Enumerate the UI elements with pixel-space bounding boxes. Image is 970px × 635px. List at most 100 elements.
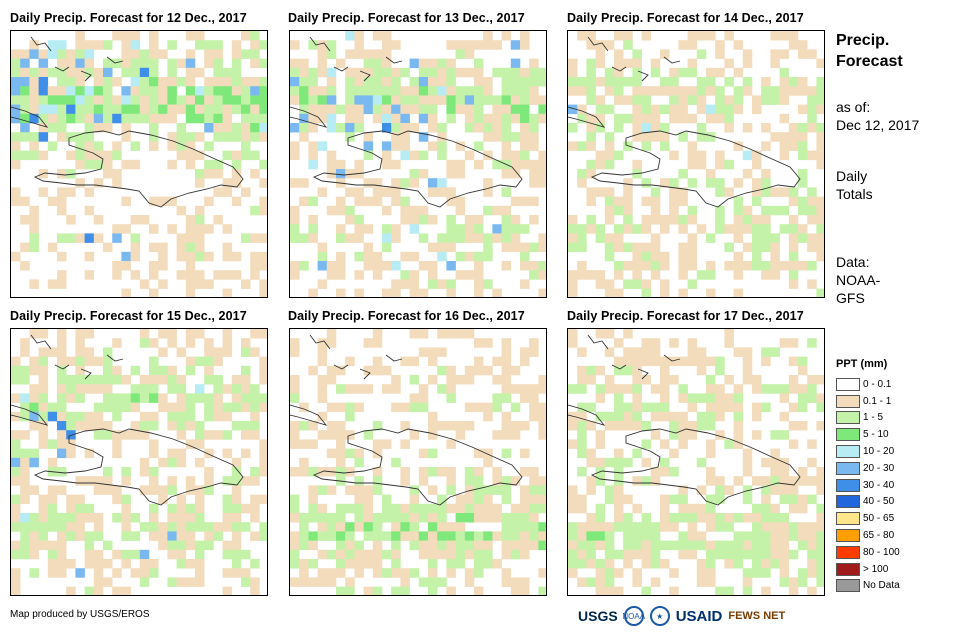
precip-cell: [121, 531, 131, 541]
precip-cell: [687, 95, 698, 105]
precip-cell: [222, 347, 233, 357]
precip-cell: [706, 568, 716, 578]
precip-cell: [204, 402, 214, 413]
precip-cell: [167, 95, 177, 105]
precip-cell: [418, 215, 429, 225]
precip-cell: [185, 503, 196, 514]
precip-cell: [733, 233, 744, 243]
precip-cell: [372, 439, 383, 449]
precip-cell: [733, 95, 744, 105]
precip-cell: [382, 549, 392, 560]
precip-cell: [742, 513, 753, 523]
precip-cell: [103, 467, 113, 477]
precip-cell: [57, 86, 67, 96]
precip-cell: [149, 270, 159, 280]
precip-cell: [687, 261, 698, 271]
precip-cell: [474, 270, 484, 280]
precip-cell: [204, 347, 214, 357]
precip-cell: [669, 494, 679, 505]
precip-cell: [317, 113, 328, 124]
precip-cell: [75, 513, 85, 523]
precip-cell: [231, 104, 242, 115]
precip-cell: [779, 261, 790, 271]
precip-cell: [669, 187, 679, 197]
precip-cell: [259, 86, 267, 96]
precip-cell: [623, 224, 633, 234]
precip-cell: [501, 205, 512, 216]
precip-cell: [222, 338, 233, 348]
precip-cell: [455, 375, 466, 385]
precip-cell: [418, 205, 429, 216]
precip-cell: [428, 559, 438, 569]
precip-cell: [538, 476, 546, 486]
precip-cell: [84, 67, 95, 78]
precip-cell: [139, 522, 150, 532]
precip-cell: [29, 513, 39, 523]
precip-cell: [678, 356, 688, 367]
precip-cell: [38, 430, 49, 440]
precip-cell: [382, 439, 392, 449]
precip-cell: [112, 261, 122, 271]
precip-cell: [354, 503, 364, 514]
precip-cell: [568, 522, 578, 532]
precip-cell: [632, 568, 642, 578]
precip-cell: [501, 347, 512, 357]
precip-cell: [510, 522, 521, 532]
precip-cell: [492, 513, 502, 523]
precip-cell: [158, 242, 168, 253]
precip-cell: [29, 141, 39, 151]
precip-cell: [75, 141, 85, 151]
precip-cell: [715, 402, 725, 413]
precip-cell: [428, 279, 438, 289]
coastline-hispaniola: [33, 130, 244, 208]
precip-cell: [354, 402, 364, 413]
precip-cell: [501, 549, 512, 560]
precip-cell: [195, 559, 205, 569]
precip-cell: [66, 522, 76, 532]
precip-cell: [501, 141, 512, 151]
precip-cell: [678, 421, 688, 431]
precip-cell: [185, 279, 196, 289]
precip-cell: [446, 375, 456, 385]
legend-swatch: [836, 411, 860, 425]
precip-cell: [382, 288, 392, 297]
precip-cell: [167, 77, 177, 87]
precip-cell: [372, 270, 383, 280]
precip-cell: [779, 113, 790, 124]
precip-cell: [428, 187, 438, 197]
precip-cell: [185, 86, 196, 96]
precip-cell: [20, 365, 30, 376]
precip-cell: [121, 40, 131, 50]
precip-cell: [391, 196, 401, 207]
precip-cell: [586, 187, 596, 197]
precip-cell: [715, 40, 725, 50]
precip-cell: [47, 104, 58, 115]
precip-cell: [317, 347, 328, 357]
precip-cell: [241, 31, 251, 41]
precip-cell: [669, 67, 679, 78]
precip-cell: [428, 178, 438, 188]
precip-cell: [372, 95, 383, 105]
precip-cell: [29, 49, 39, 59]
precip-cell: [660, 261, 670, 271]
precip-cell: [204, 113, 214, 124]
precip-cell: [418, 104, 429, 115]
precip-cell: [788, 215, 799, 225]
precip-cell: [317, 86, 328, 96]
precip-cell: [632, 365, 642, 376]
precip-cell: [103, 430, 113, 440]
precip-cell: [185, 95, 196, 105]
precip-cell: [103, 577, 113, 587]
precip-cell: [372, 365, 383, 376]
precip-cell: [326, 365, 337, 376]
precip-cell: [604, 531, 615, 541]
precip-cell: [259, 365, 267, 376]
precip-cell: [724, 559, 734, 569]
precip-cell: [57, 40, 67, 50]
precip-cell: [11, 457, 21, 468]
precip-cell: [816, 150, 824, 161]
precip-cell: [733, 205, 744, 216]
precip-cell: [770, 467, 780, 477]
precip-cell: [290, 224, 300, 234]
precip-cell: [437, 513, 447, 523]
